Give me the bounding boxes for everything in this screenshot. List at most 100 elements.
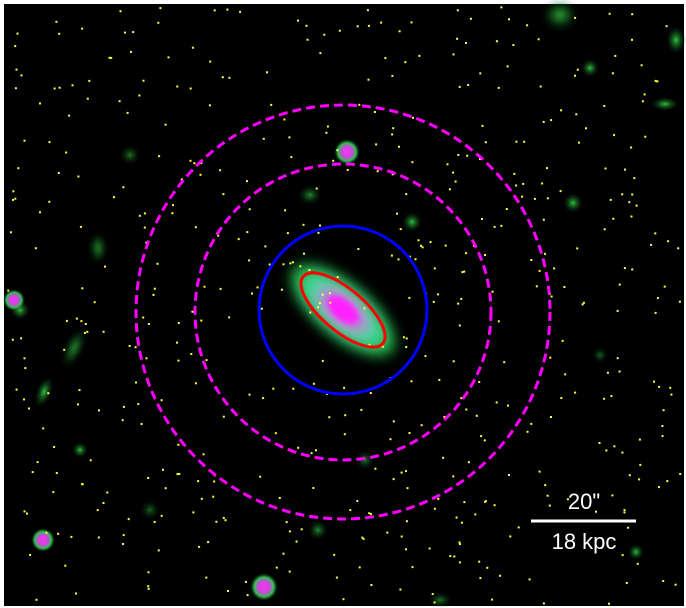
event-dot bbox=[23, 510, 26, 513]
event-dot bbox=[537, 38, 540, 41]
event-dot bbox=[538, 269, 541, 272]
event-dot bbox=[93, 301, 96, 304]
event-dot bbox=[616, 357, 619, 360]
event-dot bbox=[465, 42, 467, 44]
event-dot bbox=[452, 171, 455, 174]
event-dot bbox=[297, 19, 299, 22]
event-dot bbox=[153, 521, 156, 523]
event-dot bbox=[463, 501, 466, 504]
event-dot bbox=[297, 446, 300, 449]
event-dot bbox=[108, 56, 111, 59]
event-dot bbox=[611, 494, 614, 497]
event-dot bbox=[47, 392, 50, 395]
event-dot bbox=[618, 370, 621, 373]
event-dot bbox=[270, 103, 273, 106]
event-dot bbox=[633, 177, 636, 180]
event-dot bbox=[456, 9, 459, 12]
event-dot bbox=[70, 535, 73, 538]
outer-annulus bbox=[134, 103, 552, 521]
event-dot bbox=[75, 317, 78, 320]
event-dot bbox=[325, 131, 328, 134]
event-dot bbox=[384, 57, 387, 60]
event-dot bbox=[346, 169, 349, 171]
event-dot bbox=[499, 574, 502, 577]
star bbox=[563, 193, 583, 213]
event-dot bbox=[143, 212, 146, 215]
event-dot bbox=[126, 111, 129, 114]
event-dot bbox=[420, 244, 422, 247]
event-dot bbox=[623, 509, 626, 512]
event-dot bbox=[24, 367, 27, 370]
event-dot bbox=[289, 262, 292, 265]
event-dot bbox=[428, 547, 431, 550]
event-dot bbox=[246, 594, 249, 597]
event-dot bbox=[495, 401, 498, 404]
event-dot bbox=[177, 359, 180, 362]
event-dot bbox=[574, 74, 576, 77]
event-dot bbox=[483, 439, 486, 442]
event-dot bbox=[631, 193, 634, 196]
event-dot bbox=[392, 127, 395, 130]
event-dot bbox=[621, 193, 624, 196]
event-dot bbox=[398, 145, 400, 148]
event-dot bbox=[563, 286, 566, 288]
event-dot bbox=[57, 172, 60, 174]
event-dot bbox=[251, 292, 253, 295]
event-dot bbox=[608, 602, 610, 605]
event-dot bbox=[444, 244, 447, 247]
event-dot bbox=[205, 576, 208, 579]
event-dot bbox=[200, 497, 203, 500]
event-dot bbox=[177, 322, 180, 324]
event-dot bbox=[295, 540, 298, 543]
event-dot bbox=[84, 323, 87, 325]
event-dot bbox=[343, 386, 346, 389]
event-dot bbox=[363, 307, 366, 310]
event-dot bbox=[561, 339, 564, 342]
event-dot bbox=[326, 125, 329, 128]
event-dot bbox=[458, 541, 461, 544]
event-dot bbox=[512, 44, 515, 46]
event-dot bbox=[328, 292, 331, 295]
event-dot bbox=[248, 393, 251, 396]
event-dot bbox=[39, 211, 41, 214]
event-dot bbox=[321, 359, 324, 362]
event-dot bbox=[200, 319, 203, 322]
event-dot bbox=[312, 487, 315, 489]
event-dot bbox=[491, 290, 494, 293]
event-dot bbox=[452, 53, 455, 56]
event-dot bbox=[262, 137, 265, 140]
event-dot bbox=[282, 552, 285, 555]
event-dot bbox=[458, 561, 461, 564]
event-dot bbox=[7, 289, 10, 292]
event-dot bbox=[122, 534, 125, 537]
event-dot bbox=[497, 86, 500, 89]
event-dot bbox=[171, 212, 174, 215]
event-dot bbox=[68, 114, 71, 117]
event-dot bbox=[306, 38, 309, 41]
event-dot bbox=[480, 435, 483, 438]
event-dot bbox=[17, 167, 20, 170]
event-dot bbox=[452, 475, 455, 478]
event-dot bbox=[535, 285, 538, 288]
event-dot bbox=[484, 254, 486, 256]
event-dot bbox=[466, 154, 469, 157]
event-dot bbox=[160, 399, 163, 402]
event-dot bbox=[475, 414, 478, 417]
source bbox=[90, 232, 106, 264]
event-dot bbox=[128, 345, 131, 347]
event-dot bbox=[159, 7, 162, 10]
event-dot bbox=[400, 535, 403, 538]
event-dot bbox=[140, 423, 143, 425]
source bbox=[34, 376, 54, 408]
event-dot bbox=[14, 197, 17, 200]
event-dot bbox=[264, 245, 267, 248]
event-dot bbox=[653, 380, 655, 383]
event-dot bbox=[386, 531, 389, 534]
event-dot bbox=[29, 554, 32, 556]
event-dot bbox=[205, 359, 208, 362]
event-dot bbox=[408, 432, 411, 434]
event-dot bbox=[260, 307, 263, 310]
event-dot bbox=[493, 504, 496, 507]
event-dot bbox=[284, 209, 287, 212]
event-dot bbox=[486, 566, 489, 569]
